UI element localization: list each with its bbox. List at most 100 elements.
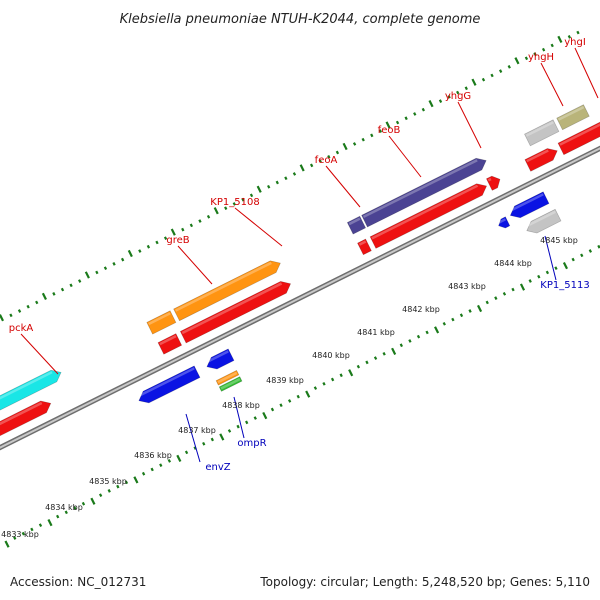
lower-ruler-tick — [107, 489, 111, 493]
gene-body-yhgH — [524, 119, 560, 147]
lower-ruler-tick — [64, 510, 68, 515]
gene-labels: pckA greB KP1_5108 feoA feoB yhgG yhgH yhgI envZ… — [9, 37, 599, 473]
lower-ruler-tick — [81, 501, 86, 506]
upper-ruler-tick — [41, 292, 47, 300]
upper-ruler-tick — [35, 300, 39, 305]
upper-ruler-tick — [361, 137, 365, 142]
forward-cds-4-body — [179, 281, 292, 344]
upper-ruler-tick — [413, 112, 417, 116]
forward-cds-2-shine — [0, 401, 43, 426]
lower-ruler-tick — [476, 304, 483, 313]
lower-ruler-tick — [562, 262, 569, 270]
scale-label: 4837 kbp — [178, 426, 216, 435]
scale-label: 4835 kbp — [89, 477, 127, 486]
lower-ruler-tick — [133, 476, 139, 484]
lower-ruler-tick — [38, 523, 43, 527]
gene-label-feob: feoB — [378, 125, 401, 136]
lower-ruler-tick — [305, 390, 311, 398]
gene-body-feoA-body — [346, 215, 367, 235]
scale-label: 4839 kbp — [266, 376, 304, 385]
gene-body-KP1_5113-body — [509, 191, 550, 219]
upper-ruler-tick — [138, 249, 142, 253]
upper-ruler-tick — [127, 249, 133, 258]
leader-line-yhgh — [540, 62, 564, 107]
gene-label-envz: envZ — [205, 462, 230, 473]
forward-cds-3 — [157, 333, 183, 355]
upper-ruler-tick — [275, 180, 279, 185]
lower-ruler-tick — [193, 446, 197, 450]
upper-ruler-tick — [249, 193, 254, 198]
lower-ruler-tick — [339, 373, 343, 378]
lower-ruler-tick — [124, 480, 129, 485]
leader-line-pcka — [20, 333, 59, 375]
gene-body-feoA-shine — [348, 217, 361, 226]
lower-ruler-tick — [468, 309, 472, 313]
gene-body-KP1_5108-shine — [175, 261, 272, 312]
lower-ruler-tick — [159, 463, 163, 468]
gene-body-yhgI-body — [556, 104, 590, 131]
lower-ruler-tick — [202, 441, 206, 446]
forward-cds-7-body — [485, 175, 501, 191]
gene-body-yhgI-shine — [558, 106, 585, 121]
leader-line-yhgg — [457, 101, 482, 149]
lower-ruler-tick — [391, 347, 397, 355]
forward-cds-8-body — [524, 148, 558, 172]
gene-body-feoB-shine — [362, 159, 478, 218]
upper-ruler-tick — [557, 35, 563, 43]
gene-body-small-blue-shine — [497, 218, 506, 224]
gene-body-orange-strip-body — [215, 369, 240, 386]
lower-ruler-tick — [287, 399, 292, 403]
lower-ruler-tick — [554, 266, 558, 270]
gene-body-green-strip — [218, 376, 243, 392]
upper-ruler-tick — [198, 219, 202, 223]
lower-ruler-tick — [150, 467, 154, 472]
forward-cds-9-body — [557, 121, 600, 156]
upper-ruler-tick — [9, 313, 13, 318]
gene-body-ompR-shine — [205, 350, 229, 364]
upper-ruler-tick — [0, 314, 5, 322]
gene-body-greB-body — [146, 310, 177, 335]
lower-ruler-tick — [588, 249, 592, 253]
gene-body-orange-strip-shine — [217, 371, 238, 384]
upper-ruler-tick — [438, 99, 443, 103]
gene-body-ompR — [205, 348, 235, 370]
lower-ruler-tick — [98, 493, 103, 498]
gene-label-kp1_5108: KP1_5108 — [210, 197, 259, 208]
gene-label-feoa: feoA — [315, 155, 338, 166]
leader-line-ompr — [233, 396, 245, 439]
gene-body-envZ-body — [138, 365, 201, 404]
forward-cds-7 — [485, 175, 501, 191]
leader-line-feoa — [325, 165, 361, 208]
upper-ruler-tick — [327, 154, 331, 159]
lower-ruler-tick — [330, 377, 335, 382]
gene-body-pckA-shine — [0, 371, 53, 400]
forward-cds-2 — [0, 400, 52, 437]
upper-ruler-tick — [541, 47, 546, 52]
forward-cds-9-shine — [559, 123, 600, 146]
gene-body-grey-reverse — [525, 208, 562, 234]
upper-ruler-tick — [576, 30, 580, 35]
lower-ruler-tick — [537, 274, 541, 279]
lower-ruler-tick — [116, 484, 120, 489]
upper-ruler-tick — [428, 99, 434, 108]
lower-ruler-tick — [451, 317, 455, 322]
upper-ruler-tick — [189, 223, 194, 228]
gene-body-ompR-body — [206, 348, 235, 370]
upper-ruler-tick — [490, 73, 494, 78]
forward-cds-3-shine — [159, 335, 177, 346]
upper-ruler-tick — [120, 257, 125, 262]
upper-ruler-tick — [385, 121, 391, 129]
lower-ruler-tick — [408, 339, 412, 343]
gene-body-KP1_5113-shine — [508, 193, 544, 213]
gene-body-greB — [146, 310, 177, 335]
lower-ruler-tick — [528, 279, 532, 283]
tick-rows — [0, 30, 600, 548]
leader-line-kp1_5108 — [234, 207, 283, 247]
forward-cds-4 — [179, 281, 292, 344]
upper-ruler-tick — [309, 163, 314, 168]
scale-label: 4840 kbp — [312, 351, 350, 360]
map-title: Klebsiella pneumoniae NTUH-K2044, comple… — [120, 12, 481, 27]
leader-line-feob — [388, 135, 422, 178]
upper-ruler-tick — [567, 35, 572, 39]
gene-label-kp1_5113: KP1_5113 — [540, 280, 589, 291]
